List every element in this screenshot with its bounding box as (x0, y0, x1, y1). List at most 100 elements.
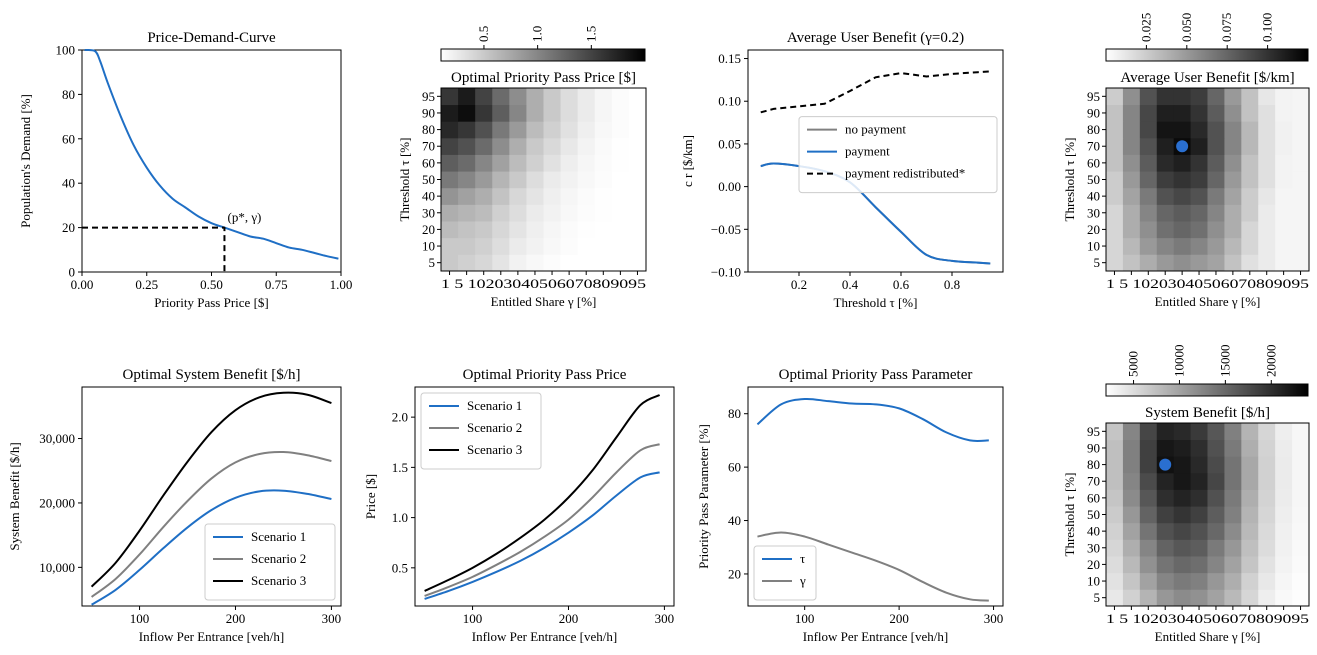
y-tick-label: 40 (62, 176, 75, 191)
heat-cell (594, 171, 613, 189)
heat-cell (1190, 589, 1208, 607)
y-axis-label: Threshold τ [%] (397, 138, 412, 222)
heat-cell (1275, 104, 1293, 122)
heat-cell (1224, 489, 1242, 507)
x-tick-labels: 1 5 10203040506070809095 (1106, 611, 1309, 626)
x-tick-label: 200 (226, 611, 246, 626)
heat-cell (458, 137, 476, 155)
heat-cell (509, 254, 527, 272)
heat-cell (1258, 121, 1276, 139)
heat-cell (560, 221, 579, 239)
heat-cell (560, 171, 579, 189)
heat-cell (1207, 187, 1225, 205)
heat-cell (1190, 456, 1208, 474)
x-tick-label: 0.2 (791, 277, 807, 292)
heat-cell (611, 171, 630, 189)
heat-cell (1139, 204, 1158, 222)
legend-label: τ (800, 551, 805, 566)
heat-cell (1106, 254, 1124, 272)
heat-cell (1275, 254, 1293, 272)
heat-cell (594, 121, 613, 139)
heat-cell (1190, 254, 1208, 272)
heat-cell (628, 88, 647, 106)
heat-cell (1173, 187, 1191, 205)
heat-cell (1122, 137, 1141, 155)
heat-cell (611, 104, 630, 122)
x-axis-label: Inflow Per Entrance [veh/h] (803, 629, 948, 644)
heat-cell (1258, 489, 1276, 507)
heat-cell (1139, 589, 1158, 607)
legend-label: Scenario 3 (251, 573, 306, 588)
heat-cell (492, 104, 510, 122)
y-tick-label: 0 (69, 265, 76, 280)
y-tick-label: 40 (422, 189, 435, 204)
series-line-2 (760, 70, 991, 114)
x-axis-label: Threshold τ [%] (834, 295, 918, 310)
heat-cell (1173, 88, 1191, 106)
heat-cell (1139, 137, 1158, 155)
heat-cell (1258, 187, 1276, 205)
heat-cell (1224, 254, 1242, 272)
heat-cell (1241, 589, 1259, 607)
heat-cell (1190, 539, 1208, 557)
legend-label: Scenario 2 (467, 420, 522, 435)
heat-cell (458, 104, 476, 122)
heat-cell (509, 121, 527, 139)
heat-cell (492, 121, 510, 139)
heat-cell (526, 204, 544, 222)
heat-cell (492, 154, 510, 172)
heat-cell (1190, 154, 1208, 172)
heat-cell (1275, 522, 1293, 540)
y-tick-label: 70 (1087, 139, 1100, 154)
legend-label: no payment (845, 122, 906, 137)
chart-price_line: 100 200 300 0.5 1.0 1.5 2.0 Optimal Priority Pa… (363, 367, 675, 644)
heat-cell (1258, 204, 1276, 222)
y-tick-label: 1.5 (392, 460, 408, 475)
heat-cell (1139, 489, 1158, 507)
heat-cell (1224, 423, 1242, 441)
x-axis-label: Inflow Per Entrance [veh/h] (139, 629, 284, 644)
heat-cell (1173, 171, 1191, 189)
heat-cell (560, 254, 579, 272)
y-axis-label: Priority Pass Parameter [%] (696, 424, 711, 569)
heat-cell (1156, 572, 1175, 590)
heat-cell (526, 137, 544, 155)
heat-cell (458, 221, 476, 239)
heat-cell (1190, 88, 1208, 106)
heat-cell (441, 104, 459, 122)
heat-cell (1241, 204, 1259, 222)
y-tick-label: 60 (62, 131, 75, 146)
heat-cell (1224, 121, 1242, 139)
heat-cell (628, 221, 647, 239)
heat-cell (1106, 489, 1124, 507)
heat-cell (1190, 522, 1208, 540)
heat-cell (1122, 171, 1141, 189)
plot-frame (81, 49, 342, 273)
y-tick-label: 80 (728, 406, 741, 421)
heat-cell (1241, 572, 1259, 590)
y-tick-label: 60 (422, 155, 435, 170)
heat-cell (492, 204, 510, 222)
heat-cell (458, 171, 476, 189)
heat-cell (1258, 137, 1276, 155)
heat-cell (1139, 522, 1158, 540)
heat-cell (628, 137, 647, 155)
heat-cell (1207, 439, 1225, 457)
heat-cell (1241, 137, 1259, 155)
chart-price_demand: 0.00 0.25 0.50 0.75 1.00 0 20 40 60 80 100 Price-De… (18, 30, 352, 310)
heat-cell (1292, 572, 1310, 590)
heat-cell (1241, 154, 1259, 172)
heat-cell (1258, 572, 1276, 590)
y-axis-label: c r [$/km] (680, 135, 695, 187)
heat-cell (1173, 456, 1191, 474)
y-tick-label: 0.10 (718, 94, 741, 109)
heat-cell (1139, 456, 1158, 474)
y-axis-label: Threshold τ [%] (1062, 473, 1077, 557)
y-tick-label: 0.5 (392, 560, 408, 575)
heat-cell (1207, 204, 1225, 222)
legend-label: Scenario 3 (467, 442, 522, 457)
heat-cell (1122, 104, 1141, 122)
chart-heatmap_price: 1 5 10203040506070809095 510 20 3040 50 6070 8… (397, 26, 647, 309)
legend: no payment payment payment redistributed* (798, 116, 998, 194)
